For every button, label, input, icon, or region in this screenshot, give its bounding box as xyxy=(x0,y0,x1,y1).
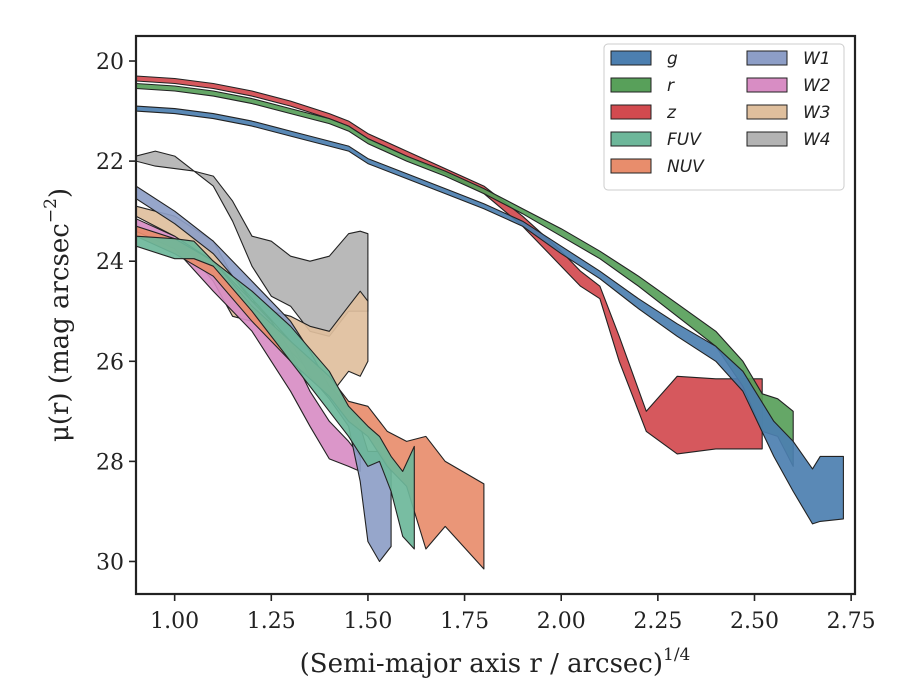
band-fuv xyxy=(136,235,415,550)
legend-label-fuv: FUV xyxy=(667,130,702,150)
legend-swatch-g xyxy=(610,50,652,66)
x-axis-label: (Semi-major axis r / arcsec)1/4 xyxy=(300,645,691,679)
legend-swatch-z xyxy=(610,104,652,120)
x-tick-label: 2.75 xyxy=(827,609,876,634)
x-tick-label: 1.25 xyxy=(247,609,296,634)
y-axis: 20 22 24 26 28 30 xyxy=(96,50,136,575)
band-g xyxy=(136,105,844,525)
legend-label-w4: W4 xyxy=(803,130,831,150)
x-tick-label: 1.00 xyxy=(150,609,199,634)
y-tick-label: 22 xyxy=(96,150,124,175)
y-axis-label: μ(r) (mag arcsec−2) xyxy=(41,188,75,442)
x-axis: 1.00 1.25 1.50 1.75 2.00 2.25 2.50 2.75 xyxy=(150,594,876,634)
y-tick-label: 24 xyxy=(96,250,124,275)
plot-frame xyxy=(134,34,857,596)
legend-swatch-w1 xyxy=(746,50,788,66)
legend-label-g: g xyxy=(667,49,678,69)
x-tick-label: 2.50 xyxy=(730,609,779,634)
legend-swatch-r xyxy=(610,77,652,93)
legend-label-w3: W3 xyxy=(803,103,831,123)
y-tick-label: 20 xyxy=(96,50,124,75)
legend-swatch-w2 xyxy=(746,77,788,93)
legend: grz FUV NUV W1 W2 W3 W4 xyxy=(603,43,845,191)
x-tick-label: 1.50 xyxy=(343,609,392,634)
legend-label-nuv: NUV xyxy=(667,157,705,177)
legend-label-w1: W1 xyxy=(803,49,831,69)
legend-label-r: r xyxy=(667,76,675,96)
y-tick-label: 28 xyxy=(96,450,124,475)
x-tick-label: 1.75 xyxy=(440,609,489,634)
y-tick-label: 30 xyxy=(96,550,124,575)
y-tick-label: 26 xyxy=(96,350,124,375)
legend-label-z: z xyxy=(666,103,677,123)
x-tick-label: 2.25 xyxy=(633,609,682,634)
legend-swatch-w3 xyxy=(746,104,788,120)
x-tick-label: 2.00 xyxy=(537,609,586,634)
legend-swatch-fuv xyxy=(610,131,652,147)
profile-bands xyxy=(136,75,844,570)
legend-swatch-nuv xyxy=(610,158,652,174)
legend-swatch-w4 xyxy=(746,131,788,147)
legend-label-w2: W2 xyxy=(803,76,831,96)
